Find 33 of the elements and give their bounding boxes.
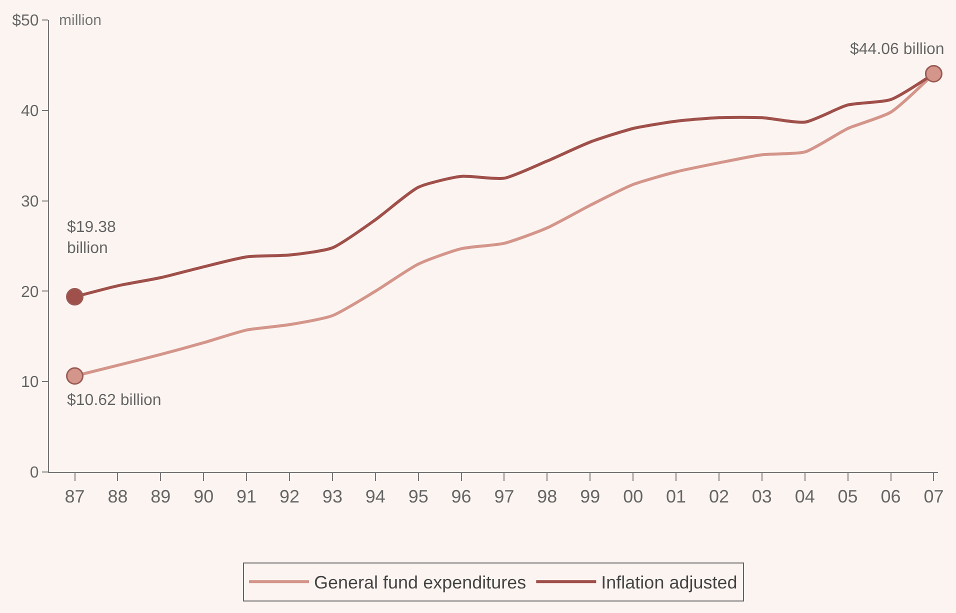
- x-tick-label: 02: [708, 486, 729, 507]
- x-tick-label: 88: [108, 486, 128, 507]
- y-tick-label: 40: [21, 103, 39, 120]
- x-tick-label: 90: [194, 486, 214, 507]
- y-tick-label: 20: [21, 284, 39, 301]
- y-tick-label: 0: [30, 464, 39, 482]
- y-axis-title: million: [59, 12, 102, 29]
- x-tick-label: 95: [408, 486, 428, 507]
- x-tick-label: 92: [279, 486, 300, 507]
- x-tick-label: 93: [322, 486, 342, 507]
- legend-label: Inflation adjusted: [601, 572, 738, 593]
- x-tick-label: 05: [838, 486, 858, 507]
- x-tick-label: 89: [150, 486, 171, 507]
- annotation: $10.62 billion: [67, 392, 162, 409]
- x-tick-label: 07: [924, 486, 944, 507]
- y-tick-label: 30: [21, 193, 39, 210]
- x-tick-label: 06: [880, 486, 901, 507]
- annotation: $19.38 billion: [67, 219, 116, 257]
- x-tick-label: 91: [236, 486, 257, 507]
- x-tick-label: 97: [494, 486, 514, 507]
- x-tick-label: 03: [752, 486, 772, 507]
- y-tick-label: 10: [21, 374, 39, 392]
- legend-label: General fund expenditures: [314, 572, 526, 593]
- x-tick-label: 04: [794, 486, 815, 507]
- x-tick-label: 94: [365, 486, 386, 507]
- x-tick-label: 98: [537, 486, 558, 507]
- x-tick-label: 99: [580, 486, 600, 507]
- x-tick-label: 01: [666, 486, 686, 507]
- x-tick-label: 00: [623, 486, 644, 507]
- x-tick-label: 96: [451, 486, 472, 507]
- annotation: $44.06 billion: [850, 41, 944, 58]
- x-tick-label: 87: [64, 486, 85, 507]
- y-tick-label: $50: [12, 12, 39, 30]
